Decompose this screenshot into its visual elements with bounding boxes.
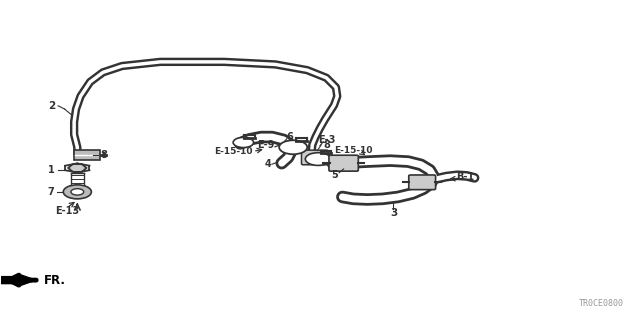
- FancyBboxPatch shape: [301, 150, 328, 165]
- Circle shape: [233, 137, 253, 148]
- Text: E-3: E-3: [317, 135, 335, 145]
- Text: 7: 7: [47, 187, 54, 197]
- Text: E-15-10: E-15-10: [334, 146, 372, 155]
- FancyBboxPatch shape: [74, 150, 100, 160]
- Text: 1: 1: [49, 164, 55, 174]
- FancyArrow shape: [1, 275, 36, 286]
- Text: E-15-10: E-15-10: [214, 147, 253, 156]
- Circle shape: [279, 140, 307, 154]
- Text: E-9: E-9: [257, 140, 275, 150]
- Text: B-1: B-1: [456, 172, 475, 182]
- Text: 6: 6: [286, 132, 292, 142]
- Text: 3: 3: [390, 208, 397, 218]
- Text: 8: 8: [323, 140, 330, 150]
- Circle shape: [305, 153, 331, 165]
- Text: 5: 5: [332, 170, 338, 180]
- Text: E-13: E-13: [55, 206, 79, 216]
- Circle shape: [63, 185, 92, 199]
- FancyBboxPatch shape: [329, 155, 358, 171]
- Circle shape: [71, 189, 84, 195]
- Text: TR0CE0800: TR0CE0800: [579, 299, 623, 308]
- Text: 2: 2: [48, 101, 56, 111]
- Text: 4: 4: [264, 159, 271, 169]
- Text: 8: 8: [100, 150, 108, 160]
- Text: FR.: FR.: [44, 274, 66, 287]
- FancyBboxPatch shape: [409, 175, 436, 190]
